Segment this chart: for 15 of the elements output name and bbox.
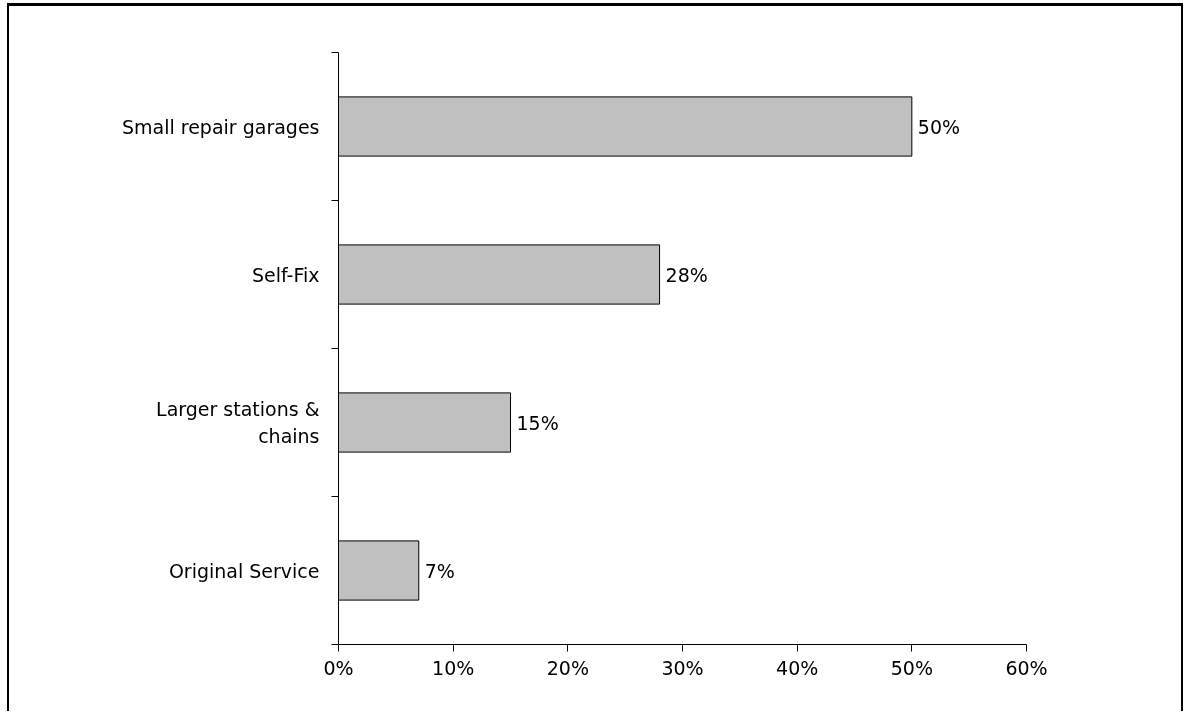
data-label: 28%: [665, 263, 708, 286]
y-tick-label: Larger stations & chains: [156, 398, 320, 447]
data-label: 7%: [424, 559, 455, 582]
data-label: 15%: [516, 411, 559, 434]
x-tick-label: 10%: [432, 656, 475, 679]
x-tick-label: 60%: [1005, 656, 1048, 679]
data-label: 50%: [917, 115, 961, 138]
y-tick-label: Small repair garages: [121, 115, 320, 138]
y-tick-label: Original Service: [168, 559, 320, 582]
x-tick-label: 50%: [890, 656, 933, 679]
x-tick-label: 40%: [776, 656, 819, 679]
x-tick-label: 20%: [546, 656, 589, 679]
y-tick-label: Self-Fix: [251, 263, 320, 286]
x-tick-label: 30%: [661, 656, 704, 679]
x-tick-label: 0%: [323, 656, 354, 679]
